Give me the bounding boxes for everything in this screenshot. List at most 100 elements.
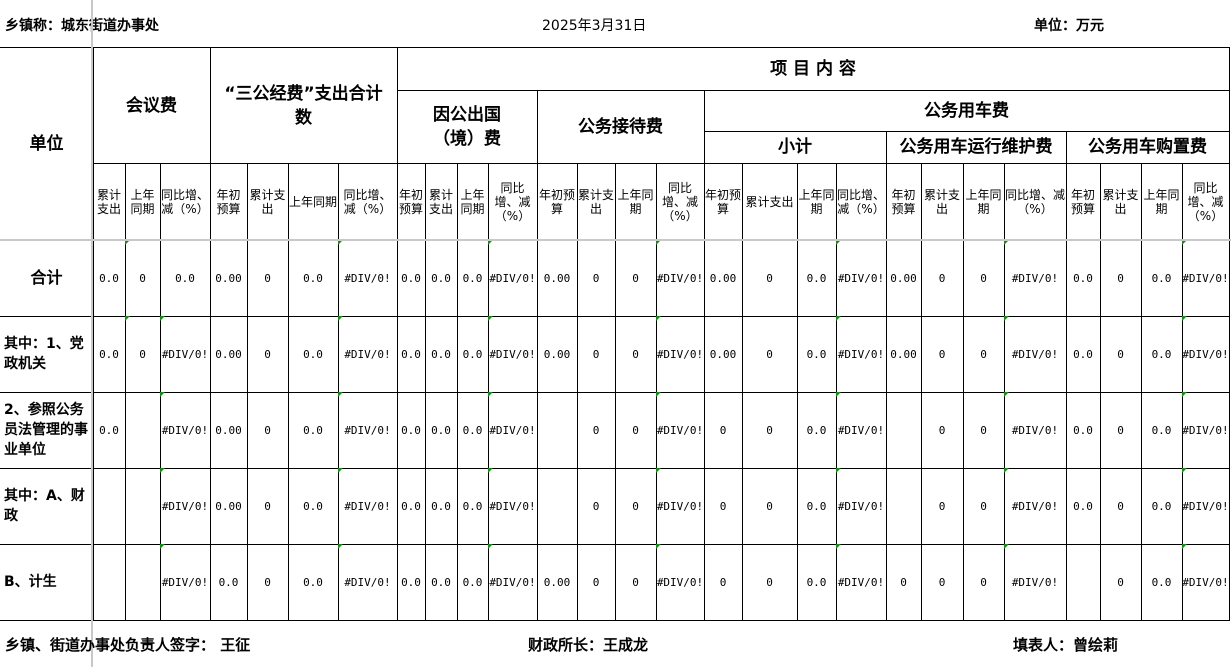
row-label[interactable]: 合计 bbox=[0, 240, 94, 317]
table-cell[interactable]: 0 bbox=[247, 544, 289, 621]
table-cell[interactable]: 0 bbox=[921, 544, 964, 621]
subheader-col-23[interactable]: 年初预算 bbox=[1066, 163, 1101, 241]
table-cell[interactable]: 0 bbox=[125, 316, 161, 393]
table-cell[interactable]: 0.0 bbox=[425, 240, 458, 317]
table-cell[interactable]: 0 bbox=[742, 316, 798, 393]
table-cell[interactable]: 0.0 bbox=[457, 468, 489, 545]
subheader-col-2[interactable]: 同比增、减（%） bbox=[160, 163, 211, 241]
table-cell[interactable]: 0 bbox=[1100, 468, 1142, 545]
table-cell[interactable]: 0.0 bbox=[93, 240, 126, 317]
table-cell[interactable]: 0.00 bbox=[210, 468, 248, 545]
header-overseas[interactable]: 因公出国（境）费 bbox=[397, 90, 538, 164]
table-cell[interactable]: 0.00 bbox=[537, 316, 578, 393]
table-cell[interactable]: #DIV/0! bbox=[656, 468, 705, 545]
subheader-col-7[interactable]: 年初预算 bbox=[397, 163, 426, 241]
table-cell[interactable]: #DIV/0! bbox=[338, 544, 398, 621]
table-cell[interactable]: 0.0 bbox=[288, 468, 339, 545]
table-cell[interactable]: 0.0 bbox=[397, 392, 426, 469]
header-vehicle-purchase[interactable]: 公务用车购置费 bbox=[1066, 131, 1230, 164]
table-cell[interactable]: 0 bbox=[963, 240, 1005, 317]
header-three-public-total[interactable]: “三公经费”支出合计数 bbox=[210, 47, 398, 164]
table-cell[interactable]: #DIV/0! bbox=[160, 468, 211, 545]
subheader-col-21[interactable]: 上年同期 bbox=[963, 163, 1005, 241]
table-cell[interactable]: #DIV/0! bbox=[1004, 316, 1067, 393]
table-cell[interactable]: 0.00 bbox=[886, 316, 922, 393]
table-cell[interactable]: #DIV/0! bbox=[338, 392, 398, 469]
table-cell[interactable]: 0 bbox=[921, 392, 964, 469]
table-cell[interactable]: 0 bbox=[615, 392, 657, 469]
table-cell[interactable]: 0.0 bbox=[397, 468, 426, 545]
table-cell[interactable]: 0 bbox=[615, 468, 657, 545]
table-cell[interactable]: 0.0 bbox=[288, 392, 339, 469]
table-cell[interactable]: 0.0 bbox=[397, 544, 426, 621]
table-cell[interactable]: 0 bbox=[963, 544, 1005, 621]
table-cell[interactable]: #DIV/0! bbox=[160, 316, 211, 393]
table-cell[interactable]: 0.0 bbox=[457, 316, 489, 393]
table-cell[interactable]: 0.00 bbox=[537, 240, 578, 317]
table-cell[interactable]: 0.0 bbox=[1141, 240, 1183, 317]
table-cell[interactable]: 0.0 bbox=[1141, 392, 1183, 469]
table-cell[interactable] bbox=[125, 544, 161, 621]
table-cell[interactable]: 0.0 bbox=[93, 392, 126, 469]
subheader-col-19[interactable]: 年初预算 bbox=[886, 163, 922, 241]
table-cell[interactable]: 0.0 bbox=[797, 316, 837, 393]
table-cell[interactable]: 0 bbox=[615, 544, 657, 621]
table-cell[interactable]: #DIV/0! bbox=[656, 240, 705, 317]
table-cell[interactable]: 0 bbox=[886, 544, 922, 621]
table-cell[interactable]: 0 bbox=[577, 468, 616, 545]
table-cell[interactable]: #DIV/0! bbox=[836, 392, 887, 469]
table-cell[interactable] bbox=[93, 468, 126, 545]
table-cell[interactable]: 0 bbox=[577, 392, 616, 469]
table-cell[interactable]: #DIV/0! bbox=[1182, 240, 1230, 317]
table-cell[interactable]: #DIV/0! bbox=[160, 544, 211, 621]
table-cell[interactable]: 0 bbox=[921, 316, 964, 393]
table-cell[interactable]: 0 bbox=[921, 468, 964, 545]
table-cell[interactable]: 0.00 bbox=[210, 392, 248, 469]
header-meeting-fee[interactable]: 会议费 bbox=[93, 47, 211, 164]
subheader-col-24[interactable]: 累计支出 bbox=[1100, 163, 1142, 241]
table-cell[interactable]: 0 bbox=[704, 468, 743, 545]
row-label[interactable]: 2、参照公务员法管理的事业单位 bbox=[0, 392, 94, 469]
table-cell[interactable]: 0.00 bbox=[704, 240, 743, 317]
table-cell[interactable]: 0.0 bbox=[425, 468, 458, 545]
row-label[interactable]: 其中：A、财政 bbox=[0, 468, 94, 545]
table-cell[interactable]: #DIV/0! bbox=[836, 468, 887, 545]
header-unit[interactable]: 单位 bbox=[0, 47, 94, 241]
table-cell[interactable] bbox=[125, 468, 161, 545]
table-cell[interactable]: 0 bbox=[704, 392, 743, 469]
table-cell[interactable]: 0 bbox=[577, 316, 616, 393]
table-cell[interactable]: #DIV/0! bbox=[1182, 392, 1230, 469]
table-cell[interactable] bbox=[886, 392, 922, 469]
table-cell[interactable]: 0.0 bbox=[397, 240, 426, 317]
table-cell[interactable]: 0.0 bbox=[1066, 392, 1101, 469]
table-cell[interactable]: 0 bbox=[125, 240, 161, 317]
table-cell[interactable]: 0 bbox=[963, 468, 1005, 545]
table-cell[interactable]: 0.0 bbox=[797, 468, 837, 545]
table-cell[interactable]: 0 bbox=[247, 240, 289, 317]
table-cell[interactable]: #DIV/0! bbox=[160, 392, 211, 469]
table-cell[interactable]: #DIV/0! bbox=[836, 544, 887, 621]
subheader-col-4[interactable]: 累计支出 bbox=[247, 163, 289, 241]
table-cell[interactable]: 0 bbox=[615, 316, 657, 393]
table-cell[interactable]: 0 bbox=[704, 544, 743, 621]
table-cell[interactable]: 0.0 bbox=[425, 392, 458, 469]
table-cell[interactable]: 0.0 bbox=[425, 544, 458, 621]
subheader-col-5[interactable]: 上年同期 bbox=[288, 163, 339, 241]
table-cell[interactable]: #DIV/0! bbox=[656, 544, 705, 621]
table-cell[interactable]: #DIV/0! bbox=[1182, 316, 1230, 393]
subheader-col-11[interactable]: 年初预算 bbox=[537, 163, 578, 241]
table-cell[interactable]: 0.00 bbox=[704, 316, 743, 393]
table-cell[interactable]: 0 bbox=[742, 392, 798, 469]
table-cell[interactable]: #DIV/0! bbox=[488, 544, 538, 621]
subheader-col-9[interactable]: 上年同期 bbox=[457, 163, 489, 241]
subheader-col-0[interactable]: 累计支出 bbox=[93, 163, 126, 241]
table-cell[interactable]: 0.0 bbox=[1141, 468, 1183, 545]
table-cell[interactable]: 0 bbox=[742, 240, 798, 317]
subheader-col-8[interactable]: 累计支出 bbox=[425, 163, 458, 241]
table-cell[interactable]: 0 bbox=[247, 392, 289, 469]
header-vehicle-maintenance[interactable]: 公务用车运行维护费 bbox=[886, 131, 1067, 164]
table-cell[interactable]: 0 bbox=[921, 240, 964, 317]
table-cell[interactable]: 0 bbox=[742, 468, 798, 545]
table-cell[interactable]: 0.0 bbox=[210, 544, 248, 621]
table-cell[interactable]: 0.0 bbox=[1141, 544, 1183, 621]
